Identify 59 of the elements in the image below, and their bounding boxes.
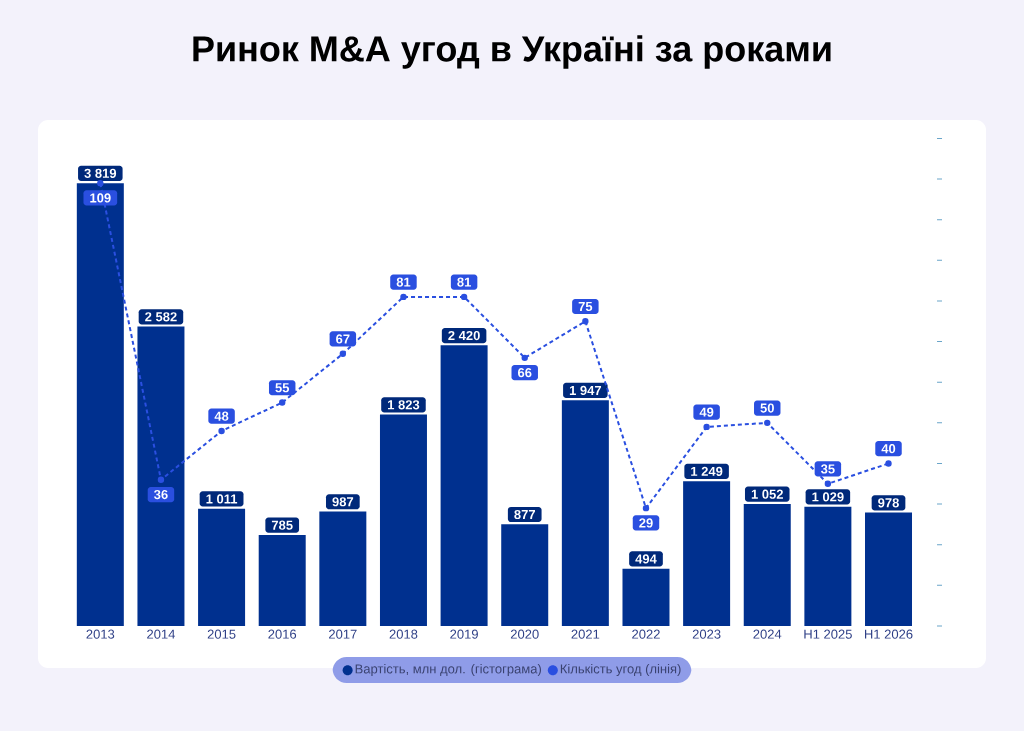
chart-title: Ринок M&A угод в Україні за роками xyxy=(193,35,831,69)
data-label: 3 819 xyxy=(84,168,117,178)
data-label: 494 xyxy=(635,554,657,564)
point xyxy=(885,460,892,467)
point xyxy=(279,399,286,406)
point xyxy=(582,318,589,325)
data-label: 2 582 xyxy=(145,312,177,322)
data-label: 1 249 xyxy=(691,466,723,476)
data-label: 2 420 xyxy=(448,330,480,341)
data-label: 1 052 xyxy=(751,489,783,499)
legend-label: Вартість, млн дол. (гістограма) xyxy=(355,663,541,677)
data-label: 55 xyxy=(275,383,290,393)
x-tick-label: H1 2026 xyxy=(865,629,913,639)
data-label: 1 011 xyxy=(206,494,238,504)
point xyxy=(703,423,710,431)
data-label: 785 xyxy=(271,520,293,530)
x-tick-label: 2024 xyxy=(753,629,782,639)
point xyxy=(642,504,650,512)
data-label: 29 xyxy=(639,518,653,528)
x-tick-label: 2022 xyxy=(632,629,660,639)
point xyxy=(218,427,225,435)
x-tick-label: H1 2025 xyxy=(804,629,852,639)
data-label: 987 xyxy=(332,497,354,507)
data-label: 50 xyxy=(760,403,774,413)
point xyxy=(824,480,832,487)
x-tick-label: 2023 xyxy=(692,629,721,639)
data-label: 109 xyxy=(90,193,111,203)
data-label: 81 xyxy=(396,277,411,287)
point xyxy=(157,476,165,483)
data-label: 67 xyxy=(336,334,350,344)
x-tick-label: 2016 xyxy=(268,629,297,639)
x-tick-label: 2020 xyxy=(510,629,539,639)
data-label: 66 xyxy=(517,368,532,378)
data-label: 36 xyxy=(154,489,168,500)
x-tick-label: 2019 xyxy=(450,629,478,639)
x-tick-label: 2017 xyxy=(329,629,357,639)
data-label: 81 xyxy=(457,277,471,287)
data-label: 978 xyxy=(878,498,899,508)
data-label: 1 029 xyxy=(812,492,844,502)
data-label: 35 xyxy=(820,464,835,474)
point xyxy=(97,179,104,187)
x-tick-label: 2018 xyxy=(389,629,418,639)
data-label: 1 823 xyxy=(388,400,420,410)
point xyxy=(339,350,347,357)
data-label: 40 xyxy=(881,444,896,454)
data-label: 75 xyxy=(578,302,593,312)
data-label: 877 xyxy=(514,509,535,520)
point xyxy=(400,293,407,301)
x-tick-label: 2014 xyxy=(147,629,176,639)
legend-label: Кількість угод (лінія) xyxy=(560,663,681,677)
data-label: 49 xyxy=(699,407,714,417)
point xyxy=(460,293,468,301)
data-label: 1 947 xyxy=(569,385,602,396)
point xyxy=(764,419,771,427)
x-tick-label: 2015 xyxy=(207,629,236,639)
x-tick-label: 2013 xyxy=(86,629,115,639)
point xyxy=(521,354,528,362)
x-tick-label: 2021 xyxy=(571,629,600,639)
data-label: 48 xyxy=(214,411,229,421)
